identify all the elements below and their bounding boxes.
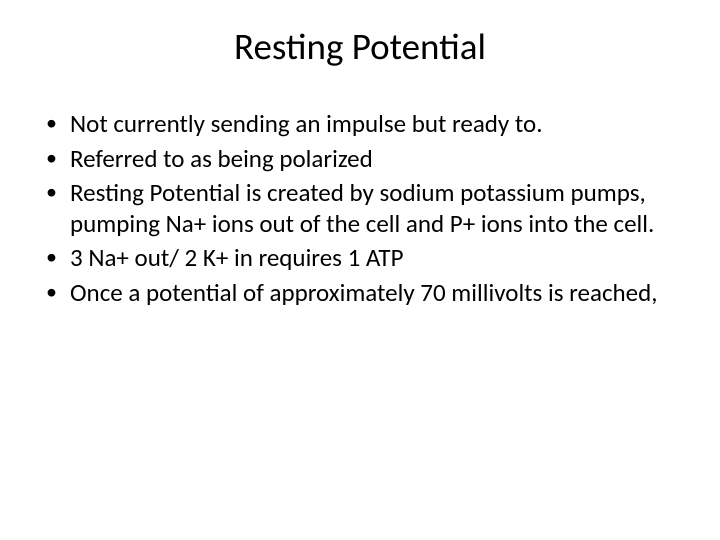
list-item: Not currently sending an impulse but rea… <box>44 109 680 140</box>
slide: Resting Potential Not currently sending … <box>0 0 720 540</box>
list-item: Resting Potential is created by sodium p… <box>44 178 680 239</box>
bullet-list: Not currently sending an impulse but rea… <box>40 109 680 308</box>
list-item: 3 Na+ out/ 2 K+ in requires 1 ATP <box>44 243 680 274</box>
slide-title: Resting Potential <box>40 24 680 69</box>
list-item: Referred to as being polarized <box>44 144 680 175</box>
list-item: Once a potential of approximately 70 mil… <box>44 278 680 309</box>
